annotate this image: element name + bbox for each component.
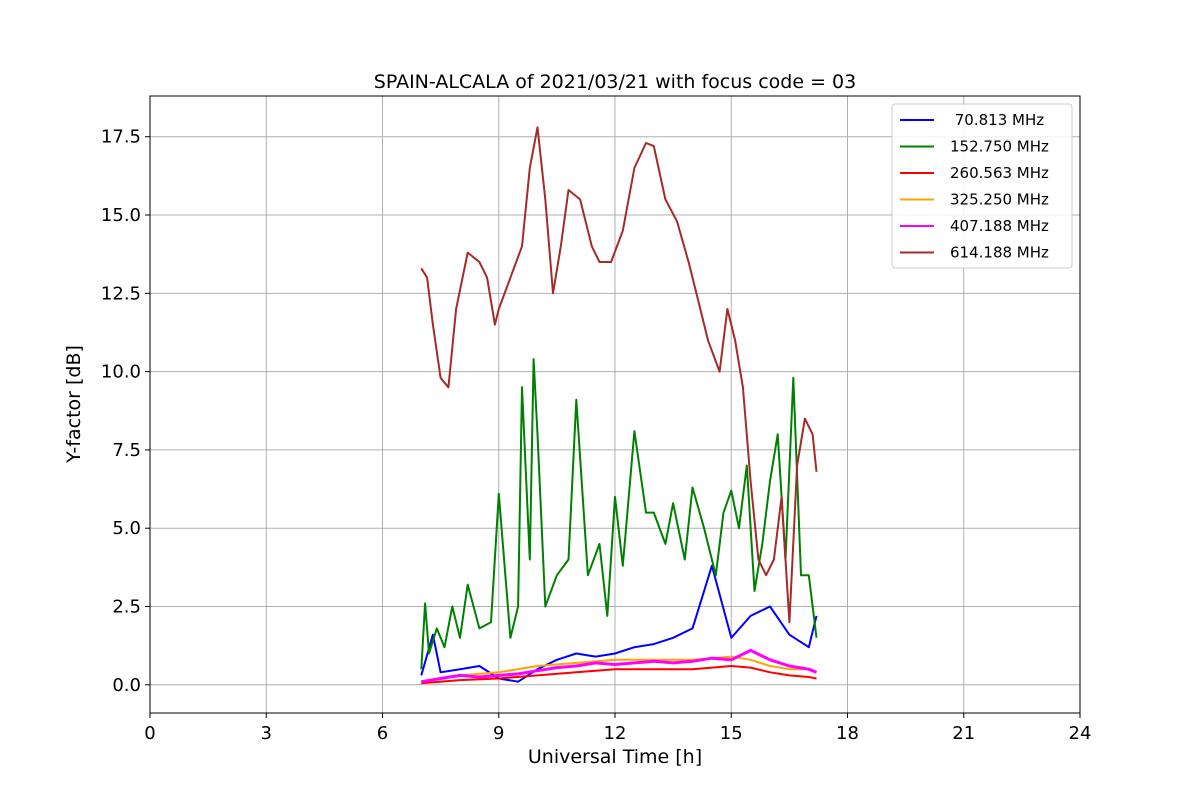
x-tick-label: 6 bbox=[377, 723, 388, 744]
x-tick-label: 9 bbox=[493, 723, 504, 744]
series-line-5 bbox=[420, 126, 818, 624]
x-tick-label: 24 bbox=[1069, 723, 1092, 744]
y-axis: 0.0 2.5 5.0 7.5 10.0 12.5 15.0 17.5 bbox=[101, 127, 150, 696]
y-tick-label: 17.5 bbox=[101, 127, 141, 148]
y-tick-label: 10.0 bbox=[101, 362, 141, 383]
legend-label: 152.750 MHz bbox=[950, 138, 1049, 156]
x-tick-label: 3 bbox=[261, 723, 272, 744]
legend-label: 614.188 MHz bbox=[950, 244, 1049, 262]
x-tick-label: 12 bbox=[604, 723, 627, 744]
legend-label: 325.250 MHz bbox=[950, 191, 1049, 209]
chart-title: SPAIN-ALCALA of 2021/03/21 with focus co… bbox=[374, 71, 856, 93]
series-line-1 bbox=[420, 358, 818, 670]
y-tick-label: 15.0 bbox=[101, 205, 141, 226]
series-line-2 bbox=[421, 665, 817, 685]
x-axis: 0 3 6 9 12 15 18 21 24 bbox=[144, 713, 1091, 744]
series-line-4 bbox=[421, 648, 818, 684]
x-tick-label: 0 bbox=[144, 723, 155, 744]
y-axis-label: Y-factor [dB] bbox=[63, 345, 85, 464]
legend: 70.813 MHz 152.750 MHz 260.563 MHz 325.250 … bbox=[891, 103, 1073, 269]
y-tick-label: 7.5 bbox=[112, 440, 141, 461]
series-line-0 bbox=[420, 564, 818, 683]
x-tick-label: 15 bbox=[720, 723, 743, 744]
series-line-3 bbox=[421, 655, 817, 683]
y-tick-label: 2.5 bbox=[112, 597, 141, 618]
y-tick-label: 0.0 bbox=[112, 675, 141, 696]
legend-label: 70.813 MHz bbox=[950, 111, 1044, 129]
x-tick-label: 18 bbox=[836, 723, 859, 744]
legend-label: 260.563 MHz bbox=[950, 164, 1049, 182]
y-tick-label: 5.0 bbox=[112, 518, 141, 539]
legend-label: 407.188 MHz bbox=[950, 217, 1049, 235]
x-tick-label: 21 bbox=[952, 723, 975, 744]
y-tick-label: 12.5 bbox=[101, 283, 141, 304]
x-axis-label: Universal Time [h] bbox=[528, 746, 702, 768]
series-layer bbox=[420, 126, 818, 685]
legend-box bbox=[891, 103, 1073, 269]
